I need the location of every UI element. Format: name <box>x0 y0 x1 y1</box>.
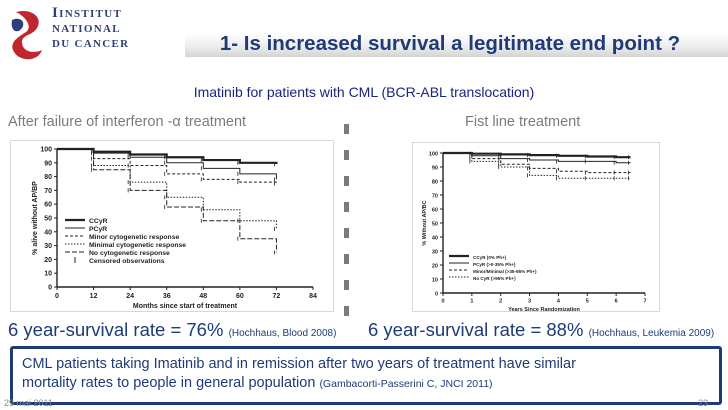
conclusion-line2: mortality rates to people in general pop… <box>22 375 493 391</box>
y-tick-label: 10 <box>44 271 52 278</box>
legend-label: CCyR <box>89 218 108 225</box>
legend-label: PCyR <box>89 226 107 233</box>
y-tick-label: 70 <box>432 194 438 200</box>
right-survival-rate: 6 year-survival rate = 88% (Hochhaus, Le… <box>368 319 714 341</box>
right-column-heading: Fist line treatment <box>465 114 581 130</box>
right-citation: (Hochhaus, Leukemia 2009) <box>588 328 715 339</box>
y-tick-label: 50 <box>432 222 438 228</box>
legend-label: No CyR (>95% Ph+) <box>473 276 516 281</box>
right-rate-text: 6 year-survival rate = 88% <box>368 319 584 340</box>
legend-label: Minor/Minimal (>35-95% Ph+) <box>473 269 537 274</box>
left-column-heading: After failure of interferon -α treatment <box>8 114 247 130</box>
conclusion-line2-text: mortality rates to people in general pop… <box>22 375 316 391</box>
x-axis-label: Months since start of treatment <box>133 303 238 310</box>
y-tick-label: 90 <box>432 166 438 172</box>
y-tick-label: 100 <box>40 147 52 154</box>
y-tick-label: 60 <box>44 202 52 209</box>
x-tick-label: 72 <box>273 293 281 300</box>
y-axis-label: % Without AP/BC <box>422 200 428 245</box>
page-title: 1- Is increased survival a legitimate en… <box>219 32 681 55</box>
y-tick-label: 70 <box>44 188 52 195</box>
x-tick-label: 36 <box>163 293 171 300</box>
y-tick-label: 60 <box>432 208 438 214</box>
logo-line3: du Cancer <box>52 38 130 50</box>
left-chart-svg: 0 10 20 30 40 50 60 70 80 90 100 0 12 24 36 48 60 72 84 Mon… <box>32 147 317 311</box>
logo-line1: Institut <box>59 8 123 20</box>
y-tick-label: 30 <box>432 250 438 256</box>
y-tick-label: 80 <box>432 180 438 186</box>
y-tick-label: 10 <box>432 278 438 284</box>
right-survival-chart: 0 10 20 30 40 50 60 70 80 90 100 0 1 2 3 4 5 6 7 Years Sinc… <box>412 142 660 314</box>
series-line-5 <box>57 148 277 253</box>
legend-label: PCyR (>0-35% Ph+) <box>473 262 516 267</box>
slide-subtitle: Imatinib for patients with CML (BCR-ABL … <box>193 84 535 100</box>
x-tick-label: 0 <box>55 293 59 300</box>
x-tick-label: 84 <box>309 293 317 300</box>
y-tick-label: 40 <box>44 229 52 236</box>
legend-label: No cytogenetic response <box>89 250 170 257</box>
y-tick-label: 20 <box>44 257 52 264</box>
logo-emblem-icon <box>11 10 42 60</box>
x-tick-label: 3 <box>528 299 531 305</box>
y-tick-label: 0 <box>435 292 438 298</box>
left-rate-text: 6 year-survival rate = 76% <box>8 319 224 340</box>
x-tick-label: 1 <box>470 299 473 305</box>
legend-label: Minor cytogenetic response <box>89 234 179 241</box>
conclusion-box <box>10 346 722 405</box>
x-tick-label: 4 <box>557 299 561 305</box>
legend-label: Minimal cytogenetic response <box>89 242 186 249</box>
series-line-3 <box>443 152 631 174</box>
y-tick-label: 20 <box>432 264 438 270</box>
left-survival-chart: 0 10 20 30 40 50 60 70 80 90 100 0 12 24 36 48 60 72 84 Mon… <box>10 140 334 312</box>
x-tick-label: 7 <box>643 299 646 305</box>
series-line-4 <box>443 152 631 179</box>
right-chart-svg: 0 10 20 30 40 50 60 70 80 90 100 0 1 2 3 4 5 6 7 Years Sinc… <box>422 151 647 314</box>
x-tick-label: 48 <box>199 293 207 300</box>
x-tick-label: 2 <box>499 299 502 305</box>
conclusion-citation: (Gambacorti-Passerini C, JNCI 2011) <box>319 378 493 390</box>
y-tick-label: 0 <box>48 285 52 292</box>
title-bar <box>185 33 728 57</box>
y-tick-label: 90 <box>44 160 52 167</box>
x-axis-label: Years Since Randomization <box>508 307 580 311</box>
x-tick-label: 6 <box>615 299 618 305</box>
y-axis-label: % alive without AP/BP <box>32 181 39 255</box>
left-survival-rate: 6 year-survival rate = 76% (Hochhaus, Bl… <box>8 319 336 341</box>
x-tick-label: 5 <box>586 299 589 305</box>
series-line-1 <box>443 151 631 159</box>
legend-label: CCyR (0% Ph+) <box>473 255 507 260</box>
logo-line2: National <box>52 23 121 35</box>
left-citation: (Hochhaus, Blood 2008) <box>228 328 337 339</box>
x-tick-label: 12 <box>90 293 98 300</box>
page-number: 23 <box>698 398 709 408</box>
y-tick-label: 100 <box>429 152 438 158</box>
footer-date: 29 mai 2011 <box>4 398 53 408</box>
y-tick-label: 40 <box>432 236 438 242</box>
conclusion-line1: CML patients taking Imatinib and in remi… <box>22 356 576 372</box>
x-tick-label: 24 <box>126 293 134 300</box>
y-tick-label: 50 <box>44 216 52 223</box>
x-tick-label: 0 <box>441 299 444 305</box>
legend-label: Censored observations <box>89 258 165 265</box>
x-tick-label: 60 <box>236 293 244 300</box>
institut-national-du-cancer-logo: IInstitut National du Cancer <box>8 4 158 66</box>
y-tick-label: 30 <box>44 243 52 250</box>
y-tick-label: 80 <box>44 174 52 181</box>
